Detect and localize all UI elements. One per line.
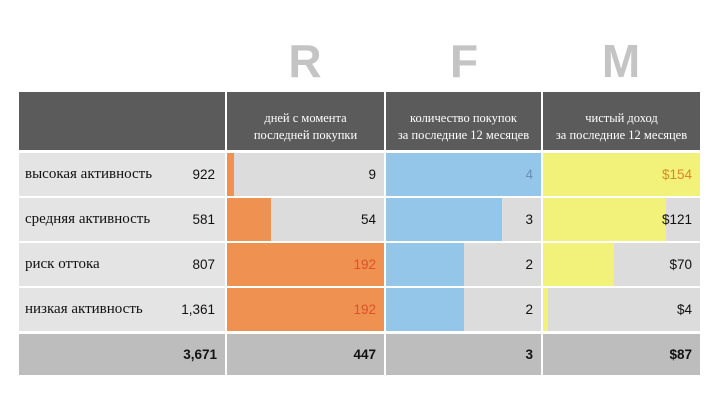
total-value-r: 447 (353, 347, 376, 362)
total-count: 3,671 (183, 347, 217, 362)
metric-cell-r: 54 (227, 198, 384, 241)
segment-count: 807 (192, 257, 215, 272)
column-header-m: чистый доход за последние 12 месяцев (543, 92, 700, 150)
segment-name: средняя активность (25, 211, 151, 227)
column-header-m-line: чистый доход (585, 111, 658, 125)
value-label-r: 54 (360, 212, 376, 227)
value-label-f: 2 (525, 257, 533, 272)
column-header-r-line: последней покупки (253, 128, 358, 142)
value-label-m: $4 (676, 302, 692, 317)
bar-f (386, 243, 464, 286)
metric-cell-m: $4 (543, 288, 700, 331)
column-header-r: дней с момента последней покупки (227, 92, 384, 150)
bar-f (386, 198, 503, 241)
column-header-f-line: за последние 12 месяцев (397, 128, 530, 142)
segment-label-cell: средняя активность 581 (19, 198, 225, 241)
metric-cell-m: $154 (543, 153, 700, 196)
column-letter-r: R (288, 35, 322, 87)
metric-cell-r: 9 (227, 153, 384, 196)
metric-cell-f: 2 (386, 288, 541, 331)
value-label-r: 192 (353, 257, 376, 272)
metric-cell-r: 192 (227, 288, 384, 331)
value-label-r: 9 (368, 167, 376, 182)
segment-name: низкая активность (25, 301, 143, 317)
column-letter-m: M (601, 35, 641, 87)
metric-cell-m: $70 (543, 243, 700, 286)
value-label-r: 192 (353, 302, 376, 317)
segment-name: высокая активность (25, 166, 153, 182)
value-label-f: 2 (525, 302, 533, 317)
bar-r (227, 288, 384, 331)
bar-m (543, 198, 667, 241)
header-blank-cell (19, 92, 225, 150)
total-cell-m: $87 (543, 334, 700, 375)
segment-name: риск оттока (25, 256, 100, 272)
value-label-m: $121 (661, 212, 692, 227)
segment-count: 922 (192, 167, 215, 182)
bar-f (386, 288, 464, 331)
bar-r (227, 153, 235, 196)
bar-r (227, 243, 384, 286)
total-label-cell: 3,671 (19, 334, 225, 375)
column-letter-f: F (449, 35, 479, 87)
total-value-f: 3 (525, 347, 533, 362)
metric-cell-m: $121 (543, 198, 700, 241)
column-header-f-line: количество покупок (410, 111, 517, 125)
value-label-m: $70 (669, 257, 692, 272)
value-label-f: 3 (525, 212, 533, 227)
segment-count: 581 (192, 212, 215, 227)
column-header-f: количество покупок за последние 12 месяце… (386, 92, 541, 150)
segment-count: 1,361 (181, 302, 215, 317)
segment-label-cell: низкая активность 1,361 (19, 288, 225, 331)
metric-cell-f: 2 (386, 243, 541, 286)
bar-m (543, 153, 700, 196)
total-value-m: $87 (669, 347, 692, 362)
total-cell-f: 3 (386, 334, 541, 375)
segment-label-cell: риск оттока 807 (19, 243, 225, 286)
column-header-r-line: дней с момента (264, 111, 347, 125)
bar-f (386, 153, 541, 196)
metric-cell-f: 3 (386, 198, 541, 241)
bar-m (543, 288, 548, 331)
value-label-m: $154 (661, 167, 692, 182)
bar-m (543, 243, 615, 286)
value-label-f: 4 (525, 167, 533, 182)
total-cell-r: 447 (227, 334, 384, 375)
metric-cell-r: 192 (227, 243, 384, 286)
column-header-m-line: за последние 12 месяцев (555, 128, 688, 142)
segment-label-cell: высокая активность 922 (19, 153, 225, 196)
bar-r (227, 198, 272, 241)
metric-cell-f: 4 (386, 153, 541, 196)
